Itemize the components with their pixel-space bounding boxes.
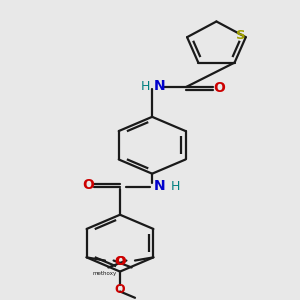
Text: H: H [171,180,180,193]
Text: S: S [236,29,245,42]
Text: O: O [82,178,94,192]
Text: N: N [154,79,166,93]
Text: methoxy: methoxy [93,271,117,276]
Text: H: H [141,80,150,93]
Text: O: O [115,255,126,268]
Text: N: N [154,179,166,193]
Text: O: O [115,283,125,296]
Text: O: O [114,255,125,268]
Text: O: O [214,81,225,95]
